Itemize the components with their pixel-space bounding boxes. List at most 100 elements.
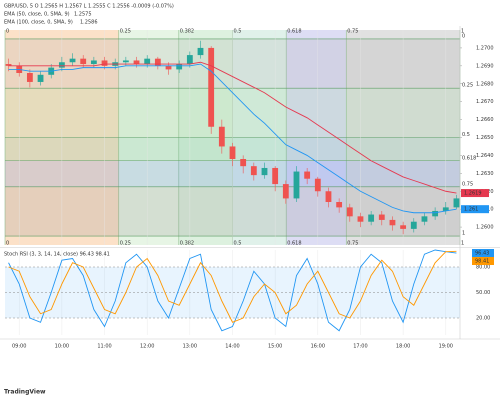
y-tick-label: 1.2650: [476, 135, 494, 141]
candle-body: [368, 214, 375, 222]
fib-time-label: 1: [461, 241, 464, 247]
stoch-line: [8, 250, 457, 323]
x-tick-label: 15:00: [268, 344, 282, 350]
candle-body: [197, 47, 204, 56]
stoch-line: [8, 249, 457, 332]
candle-body: [186, 55, 193, 65]
candle-body: [389, 219, 396, 226]
fib-time-label: 0.5: [234, 29, 242, 35]
last-value-box: [472, 249, 494, 257]
candle-body: [336, 202, 343, 208]
fib-time-label: 0.25: [120, 29, 131, 35]
y-tick-label: 1.2700: [476, 45, 494, 51]
candle-body: [165, 65, 172, 70]
fib-time-label: 0: [6, 29, 9, 35]
x-tick-label: 14:00: [225, 344, 239, 350]
candle-body: [37, 74, 44, 82]
candle-body: [154, 58, 161, 66]
candle-body: [133, 60, 140, 65]
candle-body: [325, 191, 332, 202]
legend-value: 1.2575: [74, 12, 92, 18]
x-tick-label: 13:00: [183, 344, 197, 350]
y-tick-label: 1.2640: [476, 153, 494, 159]
x-tick-label: 18:00: [396, 344, 410, 350]
candle-body: [218, 126, 225, 147]
ema-line: [8, 61, 457, 194]
y-tick-label: 1.2660: [476, 117, 494, 123]
y-tick-label: 80.00: [476, 265, 490, 271]
legend-value: 1.2586: [80, 20, 98, 26]
fib-time-label: 0.75: [347, 29, 358, 35]
candle-body: [357, 216, 364, 222]
candle-body: [58, 62, 65, 68]
last-value-box: [472, 257, 494, 265]
y-tick-label: 1.2600: [476, 225, 494, 231]
fib-time-label: 0.618: [287, 241, 301, 247]
y-tick-label: 20.00: [476, 316, 490, 322]
y-tick-label: 1.2670: [476, 99, 494, 105]
candle-body: [5, 64, 12, 66]
stoch-band: [5, 267, 460, 318]
fib-time-label: 0.25: [120, 241, 131, 247]
last-value-label: 98.41: [475, 259, 489, 265]
candle-body: [442, 207, 449, 211]
last-value-box: [461, 205, 489, 214]
candle-body: [432, 210, 439, 217]
candle-body: [346, 207, 353, 217]
fib-price-label: 0.25: [462, 83, 473, 89]
fib-time-label: 0.382: [180, 29, 194, 35]
fib-time-label: 0.75: [347, 241, 358, 247]
y-tick-label: 50.00: [476, 290, 490, 296]
candle-body: [261, 167, 268, 176]
candle-body: [304, 171, 311, 179]
legend-name: EMA (100, close, 0, SMA, 9): [4, 20, 73, 26]
candle-body: [240, 159, 247, 167]
candle-body: [208, 47, 215, 127]
fib-time-label: 0.618: [287, 29, 301, 35]
candle-body: [314, 178, 321, 192]
last-value-label: 96.43: [475, 251, 489, 257]
chart-title: GBP/USD, 5 O 1.2565 H 1.2567 L 1.2555 C …: [4, 4, 174, 10]
candle-body: [378, 214, 385, 220]
candle-body: [282, 184, 289, 199]
candle-body: [453, 198, 460, 208]
x-tick-label: 11:00: [97, 344, 111, 350]
fib-price-label: 0.5: [462, 132, 470, 138]
plot-layer: 0 0 0.25 0.25 0.382 0.382 0.5 0.5 0.618 0.618 0.75…: [0, 12, 500, 350]
x-tick-label: 17:00: [353, 344, 367, 350]
stoch-title: Stoch RSI (3, 3, 14, 14, close) 96.43 98…: [4, 252, 110, 258]
fib-price-label: 0.618: [462, 155, 476, 161]
y-tick-label: 1.2690: [476, 63, 494, 69]
candle-body: [250, 166, 257, 176]
candle-body: [410, 221, 417, 229]
candle-body: [26, 73, 33, 82]
x-tick-label: 19:00: [439, 344, 453, 350]
candle-body: [144, 58, 151, 65]
ema-line: [8, 63, 457, 214]
x-tick-label: 10:00: [55, 344, 69, 350]
legend-name: EMA (50, close, 0, SMA, 9): [4, 12, 70, 18]
brand: TradingView: [4, 389, 46, 396]
fib-time-label: 1: [461, 29, 464, 35]
candle-body: [229, 146, 236, 159]
y-tick-label: 1.2680: [476, 81, 494, 87]
candle-body: [80, 58, 87, 65]
x-tick-label: 16:00: [311, 344, 325, 350]
candle-body: [176, 64, 183, 70]
candle-body: [272, 167, 279, 185]
candle-body: [400, 225, 407, 229]
fib-price-label: 1: [462, 231, 465, 237]
last-value-label: 1.2619: [464, 191, 482, 197]
fib-time-label: 0: [6, 241, 9, 247]
fib-price-label: 0: [462, 33, 465, 39]
fib-time-label: 0.5: [234, 241, 242, 247]
candle-body: [293, 171, 300, 199]
fib-time-label: 0.382: [180, 241, 194, 247]
candle-body: [69, 58, 76, 63]
fib-price-label: 0.75: [462, 181, 473, 187]
last-value-label: 1.261: [464, 207, 478, 213]
x-tick-label: 09:00: [12, 344, 26, 350]
x-tick-label: 12:00: [140, 344, 154, 350]
